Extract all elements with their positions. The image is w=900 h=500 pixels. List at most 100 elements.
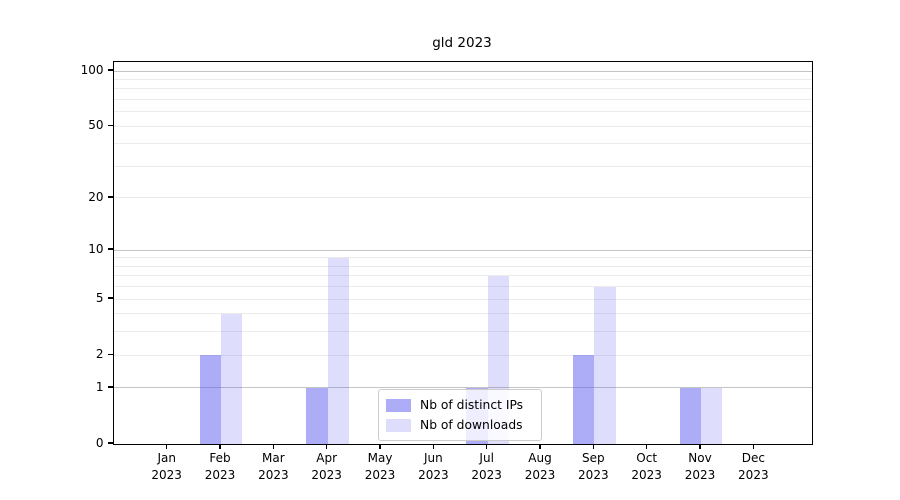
- x-tick-month: Jul: [479, 451, 494, 465]
- x-tick-year: 2023: [311, 467, 342, 482]
- x-tick-label: Sep 2023: [561, 450, 625, 483]
- y-tick-label: 10: [88, 242, 104, 257]
- minor-gridline: [114, 286, 812, 288]
- x-tick-month: Aug: [528, 451, 552, 465]
- x-tick-year: 2023: [418, 467, 449, 482]
- bar-downloads: [327, 257, 349, 444]
- x-tick-mark: [539, 444, 541, 450]
- x-tick-month: Oct: [636, 451, 658, 465]
- y-tick-label: 20: [88, 189, 104, 204]
- legend-item-distinct-ips: Nb of distinct IPs: [386, 395, 533, 415]
- x-tick-month: Mar: [262, 451, 285, 465]
- y-tick-mark: [107, 386, 113, 388]
- legend-label-downloads: Nb of downloads: [420, 418, 523, 432]
- major-gridline: [114, 70, 812, 72]
- y-tick-mark: [107, 353, 113, 355]
- x-tick-year: 2023: [151, 467, 182, 482]
- legend-label-distinct-ips: Nb of distinct IPs: [420, 398, 524, 412]
- x-tick-month: Sep: [582, 451, 605, 465]
- y-tick-mark: [107, 248, 113, 250]
- y-tick-mark: [107, 124, 113, 126]
- x-tick-label: Mar 2023: [241, 450, 305, 483]
- bar-distinct-ips: [199, 355, 222, 444]
- x-tick-month: Jun: [423, 451, 443, 465]
- minor-gridline: [114, 354, 812, 356]
- minor-gridline: [114, 88, 812, 90]
- x-tick-year: 2023: [631, 467, 662, 482]
- minor-gridline: [114, 197, 812, 199]
- minor-gridline: [114, 331, 812, 333]
- x-tick-mark: [645, 444, 648, 450]
- x-tick-label: Nov 2023: [668, 450, 732, 483]
- y-tick-label: 5: [95, 291, 104, 306]
- minor-gridline: [114, 111, 812, 113]
- x-tick-mark: [272, 444, 275, 450]
- x-tick-mark: [219, 444, 221, 450]
- x-tick-month: Apr: [316, 451, 338, 465]
- x-tick-month: Nov: [688, 451, 712, 465]
- minor-gridline: [114, 257, 812, 259]
- x-tick-month: May: [367, 451, 393, 465]
- legend-swatch-distinct-ips: [386, 398, 411, 412]
- y-tick-mark: [107, 196, 113, 198]
- y-tick-label: 1: [95, 379, 104, 394]
- x-tick-month: Feb: [209, 451, 231, 465]
- x-tick-year: 2023: [258, 467, 289, 482]
- x-tick-mark: [379, 444, 381, 450]
- x-tick-mark: [325, 444, 328, 450]
- x-tick-month: Dec: [741, 451, 765, 465]
- x-tick-mark: [432, 444, 435, 450]
- minor-gridline: [114, 265, 812, 267]
- x-tick-label: Feb 2023: [188, 450, 252, 483]
- x-tick-label: Jan 2023: [135, 450, 199, 483]
- major-gridline: [114, 249, 812, 251]
- x-tick-month: Jan: [157, 451, 176, 465]
- x-tick-year: 2023: [524, 467, 556, 482]
- bar-distinct-ips: [573, 355, 595, 444]
- x-tick-year: 2023: [578, 467, 609, 482]
- minor-gridline: [114, 78, 812, 80]
- minor-gridline: [114, 125, 812, 127]
- x-tick-mark: [592, 444, 595, 450]
- x-tick-label: Dec 2023: [721, 450, 785, 483]
- bar-downloads: [701, 387, 723, 444]
- minor-gridline: [114, 298, 812, 300]
- x-tick-mark: [699, 444, 701, 450]
- minor-gridline: [114, 143, 812, 145]
- x-tick-mark: [752, 444, 755, 450]
- legend-item-downloads: Nb of downloads: [386, 415, 533, 435]
- minor-gridline: [114, 313, 812, 315]
- y-tick-label: 50: [88, 118, 104, 133]
- plot-area: Nb of distinct IPs Nb of downloads: [113, 61, 813, 445]
- bar-distinct-ips: [306, 387, 328, 444]
- y-tick-mark: [107, 69, 113, 71]
- minor-gridline: [114, 98, 812, 100]
- bar-downloads: [221, 313, 243, 444]
- y-tick-mark: [107, 297, 113, 299]
- legend-swatch-downloads: [386, 418, 411, 432]
- y-tick-label: 2: [95, 347, 104, 362]
- major-gridline: [114, 387, 812, 389]
- legend: Nb of distinct IPs Nb of downloads: [378, 389, 542, 441]
- x-tick-label: Aug 2023: [508, 450, 572, 483]
- x-tick-year: 2023: [684, 467, 716, 482]
- x-tick-label: Jul 2023: [455, 450, 519, 483]
- y-tick-label: 0: [95, 436, 104, 450]
- bar-downloads: [594, 286, 616, 444]
- y-tick-label: 100: [80, 63, 104, 77]
- x-tick-year: 2023: [364, 467, 396, 482]
- y-tick-mark: [107, 442, 113, 444]
- x-tick-year: 2023: [738, 467, 769, 482]
- minor-gridline: [114, 275, 812, 277]
- bar-distinct-ips: [679, 387, 701, 444]
- x-tick-label: Jun 2023: [401, 450, 465, 483]
- minor-gridline: [114, 165, 812, 167]
- x-tick-year: 2023: [471, 467, 502, 482]
- x-tick-mark: [485, 444, 488, 450]
- chart-title: gld 2023: [432, 35, 492, 51]
- x-tick-year: 2023: [204, 467, 236, 482]
- x-tick-label: Apr 2023: [295, 450, 359, 483]
- x-tick-label: May 2023: [348, 450, 412, 483]
- x-tick-label: Oct 2023: [615, 450, 679, 483]
